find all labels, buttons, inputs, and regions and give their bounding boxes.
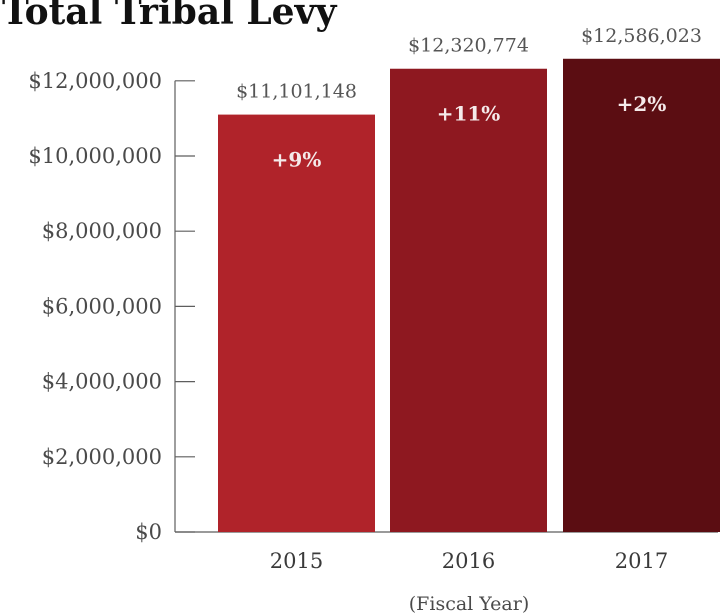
x-tick-label: 2017 — [615, 549, 668, 573]
bar-2015 — [218, 114, 375, 532]
y-tick-label: $8,000,000 — [42, 219, 162, 243]
bar-2017 — [563, 58, 720, 532]
y-axis: $0 $2,000,000 $4,000,000 $6,000,000 $8,000,0… — [28, 69, 718, 544]
y-tick-label: $10,000,000 — [28, 144, 162, 168]
bar-change-label: +2% — [617, 92, 667, 116]
bar-change-label: +11% — [437, 102, 501, 126]
x-axis-title: (Fiscal Year) — [409, 593, 529, 615]
bars-group: $11,101,148 +9% $12,320,774 +11% $12,586,023… — [218, 25, 720, 533]
x-axis: 2015 2016 2017 — [270, 549, 668, 573]
bar-value-label: $12,320,774 — [408, 35, 529, 57]
chart-title: Total Tribal Levy — [2, 0, 337, 33]
x-tick-label: 2015 — [270, 549, 323, 573]
bar-2016 — [390, 68, 547, 533]
y-tick-label: $2,000,000 — [42, 445, 162, 469]
y-tick-label: $0 — [135, 520, 162, 544]
y-tick-label: $12,000,000 — [28, 69, 162, 93]
bar-value-label: $12,586,023 — [581, 25, 702, 47]
y-tick-label: $4,000,000 — [42, 370, 162, 394]
bar-change-label: +9% — [272, 148, 322, 172]
x-tick-label: 2016 — [442, 549, 495, 573]
bar-value-label: $11,101,148 — [236, 81, 357, 103]
y-tick-label: $6,000,000 — [42, 294, 162, 318]
